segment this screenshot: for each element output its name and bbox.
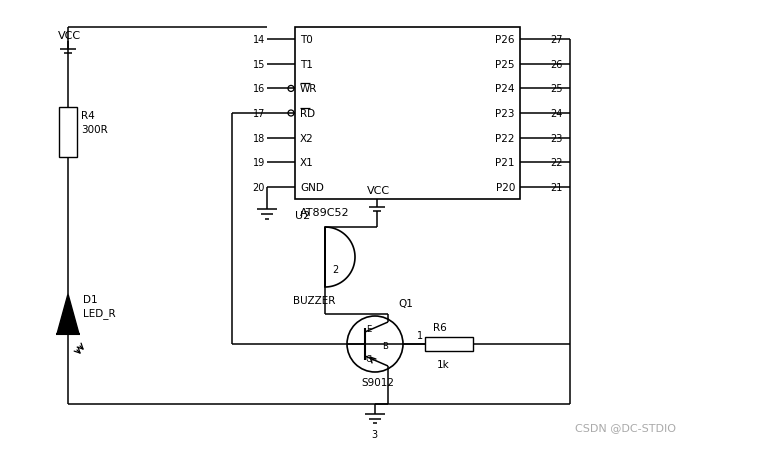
Text: C: C xyxy=(366,355,372,364)
Text: BUZZER: BUZZER xyxy=(293,295,335,305)
Text: 20: 20 xyxy=(253,182,265,192)
Text: AT89C52: AT89C52 xyxy=(300,207,350,217)
Text: 15: 15 xyxy=(253,60,265,70)
Text: 27: 27 xyxy=(550,35,562,45)
Text: D1: D1 xyxy=(83,295,98,304)
Text: 14: 14 xyxy=(253,35,265,45)
Text: 26: 26 xyxy=(550,60,562,70)
Text: LED_R: LED_R xyxy=(83,308,116,319)
Polygon shape xyxy=(57,295,79,334)
Text: 300R: 300R xyxy=(81,125,107,135)
Text: P21: P21 xyxy=(495,158,515,168)
Text: X1: X1 xyxy=(300,158,314,168)
Text: 17: 17 xyxy=(253,109,265,119)
Text: 16: 16 xyxy=(253,84,265,94)
Text: P22: P22 xyxy=(495,133,515,143)
Text: 3: 3 xyxy=(371,429,377,439)
Text: 24: 24 xyxy=(550,109,562,119)
Text: P24: P24 xyxy=(495,84,515,94)
Text: 2: 2 xyxy=(332,264,338,274)
Text: 25: 25 xyxy=(550,84,562,94)
Text: 19: 19 xyxy=(253,158,265,168)
Text: Q1: Q1 xyxy=(398,299,413,308)
Text: P26: P26 xyxy=(495,35,515,45)
Bar xyxy=(295,28,520,199)
Text: T1: T1 xyxy=(300,60,313,70)
Text: VCC: VCC xyxy=(58,31,81,41)
Text: 23: 23 xyxy=(550,133,562,143)
Bar xyxy=(425,337,473,351)
Text: 1k: 1k xyxy=(437,359,450,369)
Text: E: E xyxy=(366,325,371,334)
Text: VCC: VCC xyxy=(367,186,390,196)
Text: CSDN @DC-STDIO: CSDN @DC-STDIO xyxy=(575,422,676,432)
Text: B: B xyxy=(382,342,388,351)
Polygon shape xyxy=(325,227,355,287)
Text: WR: WR xyxy=(300,84,318,94)
Text: 22: 22 xyxy=(550,158,562,168)
Text: P20: P20 xyxy=(495,182,515,192)
Text: T0: T0 xyxy=(300,35,312,45)
Text: 21: 21 xyxy=(550,182,562,192)
Text: P23: P23 xyxy=(495,109,515,119)
Text: U2: U2 xyxy=(295,211,310,221)
Text: S9012: S9012 xyxy=(361,377,394,387)
Bar xyxy=(59,108,77,158)
Text: R6: R6 xyxy=(433,322,447,332)
Text: GND: GND xyxy=(300,182,324,192)
Text: P25: P25 xyxy=(495,60,515,70)
Text: R4: R4 xyxy=(81,111,94,121)
Text: 18: 18 xyxy=(253,133,265,143)
Text: X2: X2 xyxy=(300,133,314,143)
Text: RD: RD xyxy=(300,109,315,119)
Circle shape xyxy=(347,316,403,372)
Text: 1: 1 xyxy=(417,330,423,340)
